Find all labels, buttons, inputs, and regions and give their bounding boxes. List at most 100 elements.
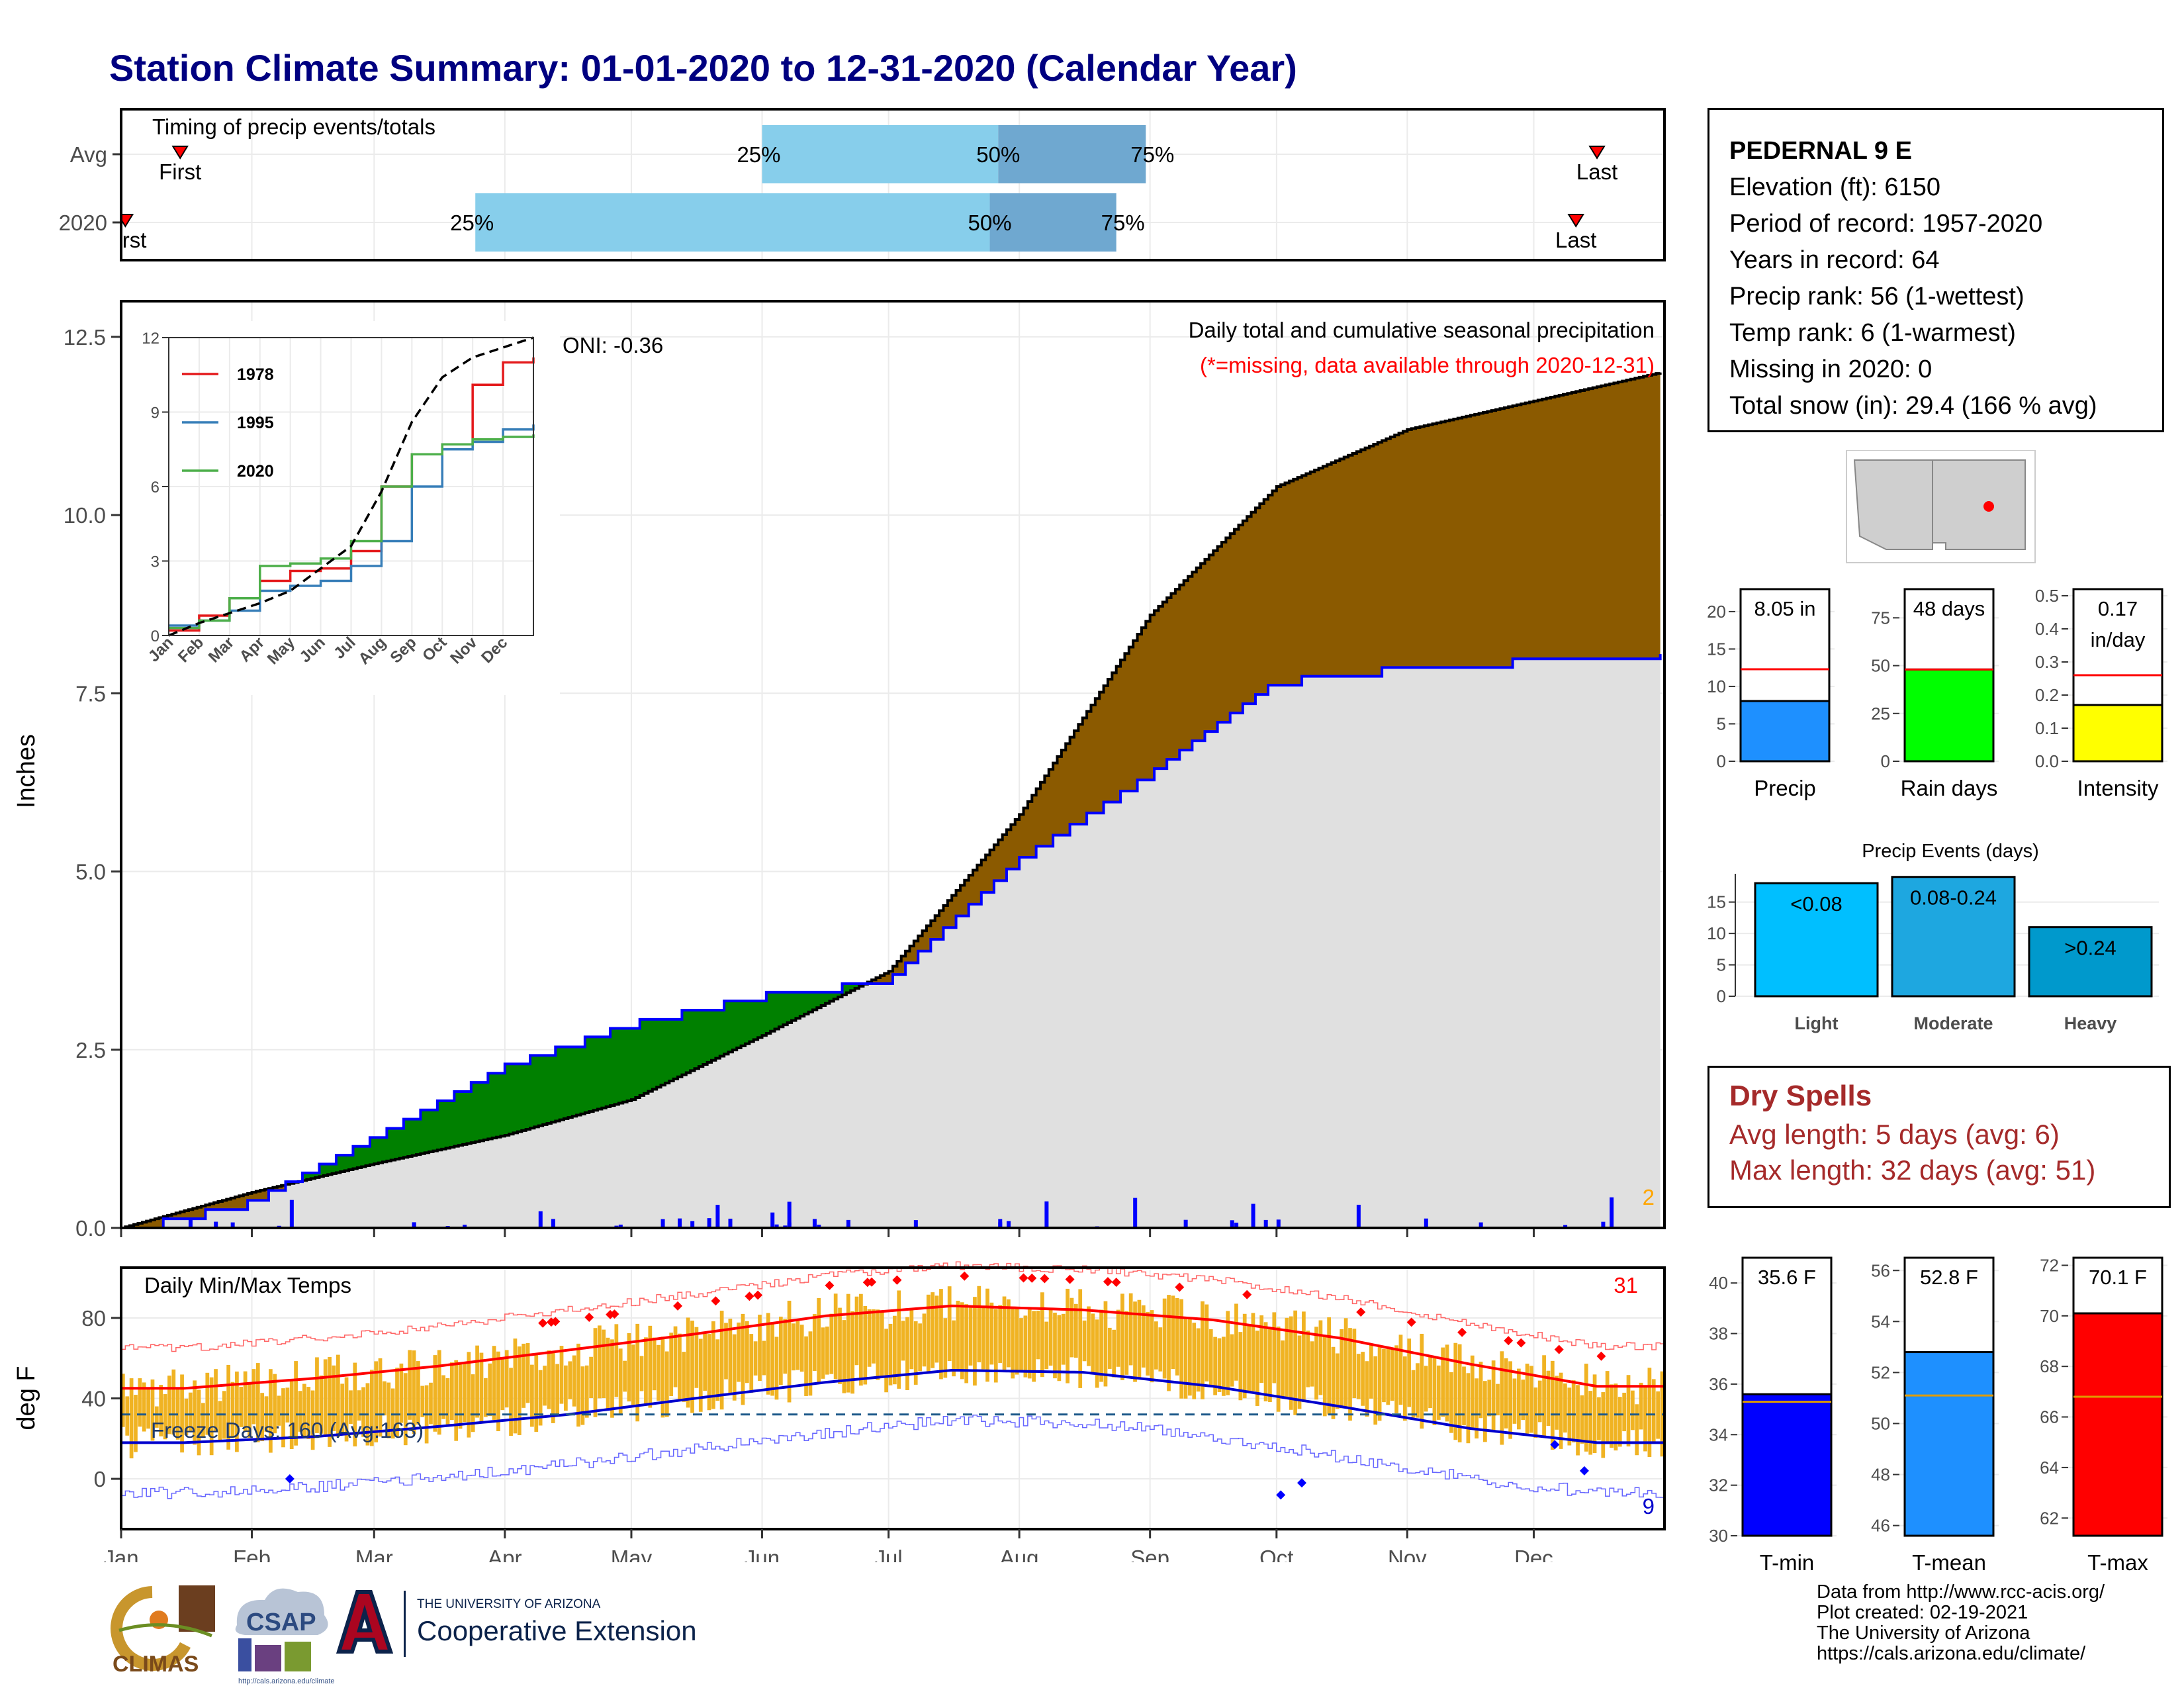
timing-title: Timing of precip events/totals [152, 115, 435, 139]
daily-temp-bar [1635, 1404, 1639, 1456]
daily-temp-bar [302, 1383, 306, 1437]
events-category-label: Light [1795, 1013, 1839, 1033]
daily-temp-bar [698, 1338, 703, 1412]
daily-temp-bar [1040, 1292, 1044, 1378]
daily-temp-bar [1133, 1301, 1137, 1382]
daily-temp-bar [1416, 1363, 1420, 1418]
daily-temp-bar [479, 1352, 484, 1423]
daily-temp-bar [584, 1365, 589, 1418]
mini-bar-value [2072, 1312, 2163, 1537]
record-high-marker [1242, 1289, 1252, 1299]
events-bar-text: <0.08 [1790, 892, 1842, 915]
daily-temp-bar [121, 1374, 125, 1427]
daily-temp-bar [1614, 1383, 1618, 1451]
daily-temp-bar [399, 1363, 404, 1423]
daily-temp-bar [1361, 1352, 1365, 1406]
main-chart: 25%50%75%FirstLastAvg25%50%75%FirstLast2… [13, 108, 1666, 1562]
daily-temp-bar [1285, 1317, 1289, 1399]
precip-y-tick-label: 7.5 [75, 681, 106, 706]
dry-spells-avg-length: Avg length: 5 days (avg: 6) [1729, 1119, 2060, 1150]
daily-temp-bar [1453, 1342, 1458, 1440]
daily-temp-bar [403, 1373, 408, 1446]
daily-temp-bar [728, 1319, 733, 1394]
daily-temp-bar [1251, 1313, 1255, 1391]
last-event-label: Last [1576, 160, 1617, 184]
daily-temp-bar [1369, 1344, 1373, 1399]
inset-series-line-2020 [169, 434, 535, 630]
temp-y-axis-title: deg F [13, 1366, 40, 1430]
record-high-marker [1111, 1278, 1121, 1288]
credit-plot-created: Plot created: 02-19-2021 [1817, 1602, 2028, 1623]
daily-temp-bar [1007, 1299, 1011, 1368]
events-bar-text: >0.24 [2064, 937, 2116, 960]
daily-temp-bar [1491, 1360, 1496, 1431]
daily-temp-bar [1373, 1356, 1378, 1425]
observed-cumulative-line [121, 654, 1662, 1229]
daily-temp-bar [239, 1387, 244, 1427]
daily-temp-bar [1221, 1336, 1226, 1396]
mini-bar-y-tick-label: 0.4 [2035, 619, 2059, 639]
events-category-label: Heavy [2064, 1013, 2117, 1033]
daily-temp-bar [1336, 1353, 1340, 1409]
daily-temp-bar [306, 1387, 311, 1439]
surplus-area [121, 983, 868, 1228]
daily-precip-bar [812, 1219, 817, 1228]
daily-temp-bar [1576, 1385, 1580, 1456]
daily-precip-bar [1133, 1197, 1138, 1228]
daily-temp-bar [1521, 1380, 1525, 1421]
daily-temp-bar [1352, 1329, 1357, 1399]
daily-temp-bar [374, 1361, 379, 1442]
events-y-tick-label: 5 [1717, 955, 1726, 975]
record-high-marker [862, 1278, 872, 1288]
daily-precip-bar [787, 1222, 792, 1228]
daily-temp-bar [1656, 1391, 1660, 1439]
daily-temp-bar [1205, 1304, 1209, 1382]
daily-temp-bar [1023, 1315, 1028, 1378]
daily-temp-bar [243, 1371, 248, 1432]
credit-university: The University of Arizona [1817, 1622, 2030, 1644]
daily-temp-bar [1128, 1293, 1133, 1366]
location-map [1846, 450, 2036, 563]
daily-temp-bar [1449, 1372, 1453, 1433]
daily-temp-bar [956, 1300, 960, 1370]
daily-temp-bar [838, 1307, 842, 1384]
daily-temp-bar [1382, 1348, 1386, 1403]
daily-temp-bar [1643, 1385, 1647, 1452]
daily-temp-bar [884, 1329, 888, 1393]
daily-temp-bar [1242, 1313, 1247, 1399]
daily-temp-bar [1146, 1311, 1150, 1376]
daily-precip-bar [728, 1219, 733, 1228]
record-high-marker [610, 1309, 619, 1319]
daily-temp-bar [390, 1388, 395, 1439]
events-bar [1754, 882, 1879, 998]
daily-temp-bar [1537, 1380, 1542, 1423]
daily-temp-bar [1107, 1327, 1112, 1369]
daily-temp-bar [1078, 1289, 1083, 1388]
daily-precip-bar [188, 1219, 193, 1228]
daily-temp-bar [1441, 1347, 1445, 1417]
daily-precip-bar [214, 1221, 218, 1228]
inset-y-tick-label: 12 [142, 330, 159, 348]
daily-temp-bar [846, 1293, 850, 1393]
record-high-marker [1019, 1273, 1028, 1283]
daily-temp-bar [1584, 1364, 1588, 1452]
normal-precip-area [121, 654, 1661, 1228]
daily-temp-bar [1069, 1297, 1074, 1358]
daily-precip-bar [660, 1219, 665, 1228]
daily-temp-bar [260, 1393, 264, 1442]
month-label: May [611, 1546, 653, 1562]
mini-bar-y-tick-label: 64 [2040, 1458, 2059, 1477]
daily-temp-bar [1192, 1323, 1197, 1399]
daily-temp-bar [1555, 1376, 1559, 1430]
station-name: PEDERNAL 9 E [1729, 137, 1912, 165]
daily-temp-bar [850, 1311, 855, 1394]
daily-temp-bar [1512, 1378, 1517, 1424]
month-label: Apr [488, 1546, 522, 1562]
daily-temp-bar [690, 1321, 694, 1413]
daily-temp-bar [766, 1313, 770, 1395]
station-period: Period of record: 1957-2020 [1729, 210, 2043, 238]
daily-temp-bar [867, 1309, 872, 1367]
daily-temp-bar [859, 1293, 863, 1386]
daily-temp-bar [369, 1370, 374, 1446]
record-high-marker [1175, 1282, 1185, 1292]
